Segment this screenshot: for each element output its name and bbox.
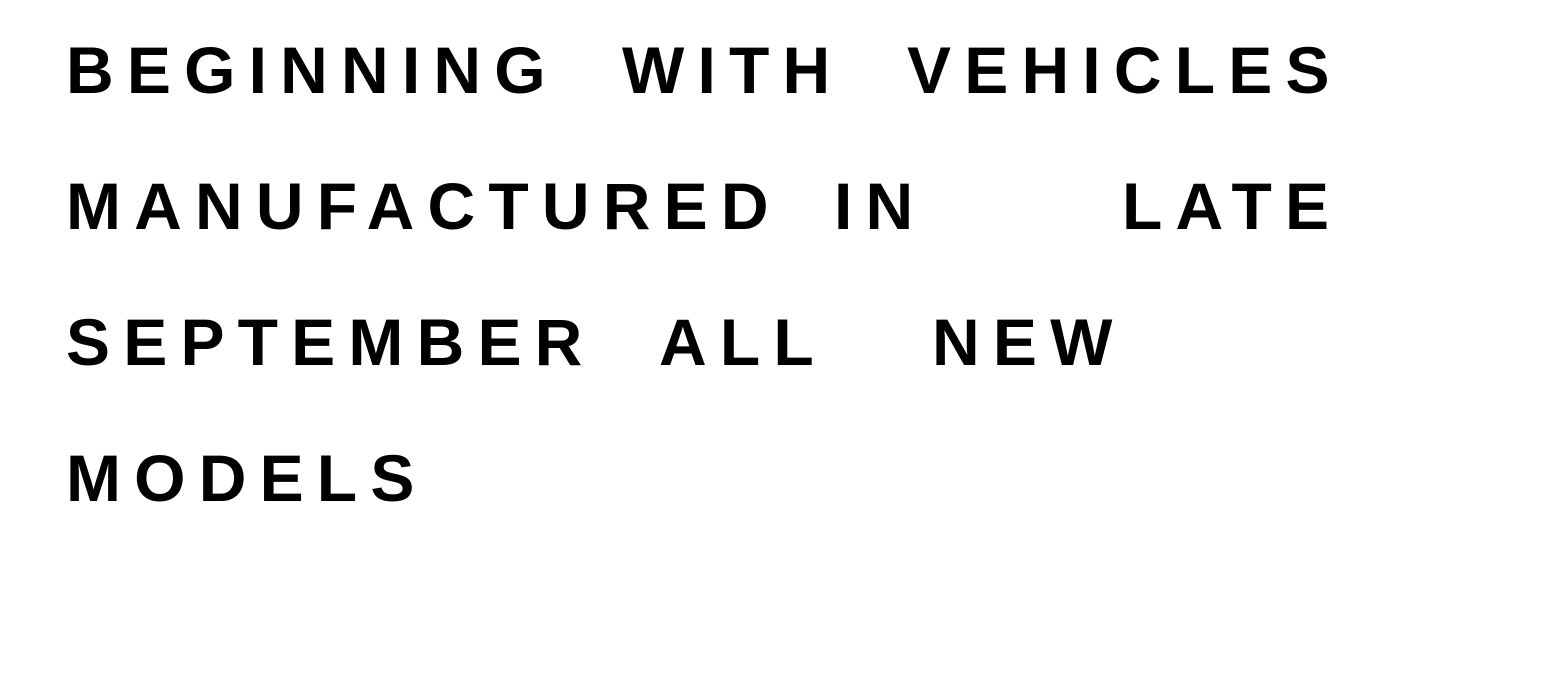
word: ALL bbox=[659, 305, 827, 379]
word: MANUFACTURED bbox=[66, 169, 782, 243]
word: IN bbox=[834, 169, 927, 243]
word: WITH bbox=[622, 33, 844, 107]
word: SEPTEMBER bbox=[66, 305, 596, 379]
word: LATE bbox=[1122, 169, 1343, 243]
word: VEHICLES bbox=[907, 33, 1343, 107]
word: NEW bbox=[932, 305, 1126, 379]
word: MODELS bbox=[66, 441, 428, 515]
word: BEGINNING bbox=[66, 33, 559, 107]
